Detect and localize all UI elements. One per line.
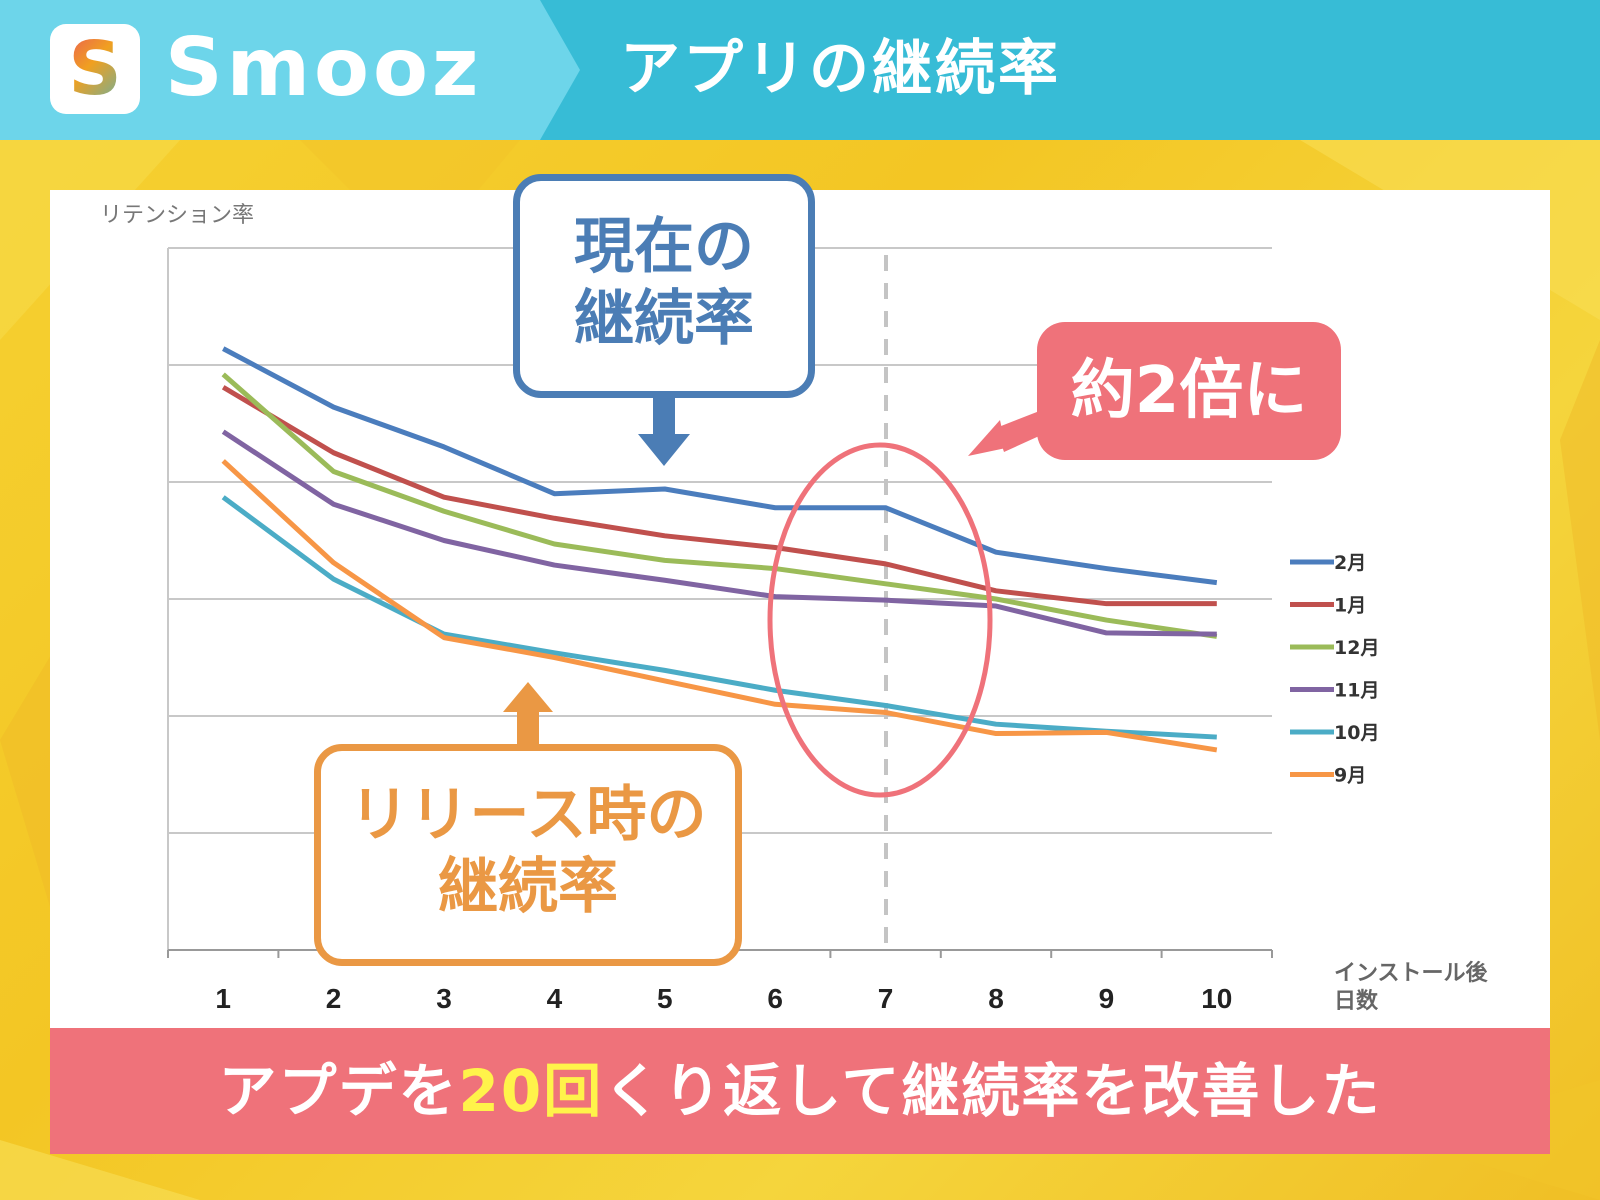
x-tick-label: 1 xyxy=(215,983,231,1014)
footer-text-before: アプデを xyxy=(218,1057,459,1125)
callout-current-line2: 継続率 xyxy=(574,284,754,354)
header-bar: S Smooz アプリの継続率 xyxy=(0,0,1600,140)
legend-label: 11月 xyxy=(1334,680,1379,702)
highlight-ellipse xyxy=(767,442,993,798)
chart-legend: 2月 1月 12月 11月 10月 9月 xyxy=(1290,552,1379,787)
x-tick-label: 9 xyxy=(1099,983,1115,1014)
x-tick-label: 8 xyxy=(988,983,1004,1014)
series-lines xyxy=(221,346,1218,753)
down-arrow-icon xyxy=(638,398,690,466)
y-axis-title: リテンション率 xyxy=(100,203,254,228)
footer-message: アプデを20回くり返して継続率を改善した xyxy=(50,1028,1550,1154)
legend-label: 12月 xyxy=(1334,637,1379,659)
legend-label: 9月 xyxy=(1334,765,1366,787)
x-tick-label: 3 xyxy=(436,983,452,1014)
series-line-9月 xyxy=(221,459,1218,753)
brand-name: Smooz xyxy=(165,21,483,114)
x-tick-labels: 1 2 3 4 5 6 7 8 9 10 xyxy=(215,983,1232,1014)
logo-letter: S xyxy=(50,24,140,114)
callout-double: 約2倍に xyxy=(1037,322,1341,460)
left-arrow-icon xyxy=(968,410,1048,456)
app-logo-icon: S xyxy=(50,24,140,114)
callout-release-line1: リリース時の xyxy=(349,780,707,850)
x-tick-label: 7 xyxy=(878,983,894,1014)
x-tick-label: 2 xyxy=(326,983,342,1014)
header-background xyxy=(0,0,1600,140)
callout-release-line2: 継続率 xyxy=(438,852,618,922)
footer-text-after: くり返して継続率を改善した xyxy=(603,1057,1382,1125)
x-tick-label: 5 xyxy=(657,983,673,1014)
footer-highlight: 20回 xyxy=(458,1057,604,1125)
x-tick-label: 4 xyxy=(547,983,563,1014)
series-line-12月 xyxy=(221,372,1218,639)
x-tick-label: 6 xyxy=(767,983,783,1014)
legend-label: 1月 xyxy=(1334,595,1366,617)
x-axis-title-line2: 日数 xyxy=(1334,988,1379,1014)
legend-label: 2月 xyxy=(1334,552,1366,574)
callout-current-line1: 現在の xyxy=(574,212,754,282)
series-line-11月 xyxy=(221,429,1217,637)
series-line-2月 xyxy=(222,346,1218,586)
series-line-1月 xyxy=(221,385,1217,607)
x-axis-title-line1: インストール後 xyxy=(1334,960,1489,986)
up-arrow-icon xyxy=(503,682,553,746)
callout-current-retention: 現在の 継続率 xyxy=(513,174,815,398)
series-line-10月 xyxy=(221,495,1217,740)
callout-release-retention: リリース時の 継続率 xyxy=(314,744,742,966)
page-title: アプリの継続率 xyxy=(620,34,1061,104)
legend-label: 10月 xyxy=(1334,722,1379,744)
x-tick-label: 10 xyxy=(1201,983,1232,1014)
